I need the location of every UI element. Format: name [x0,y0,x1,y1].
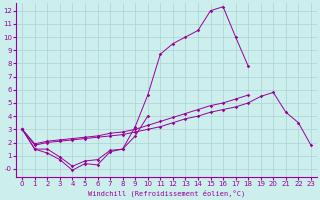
X-axis label: Windchill (Refroidissement éolien,°C): Windchill (Refroidissement éolien,°C) [88,190,245,197]
